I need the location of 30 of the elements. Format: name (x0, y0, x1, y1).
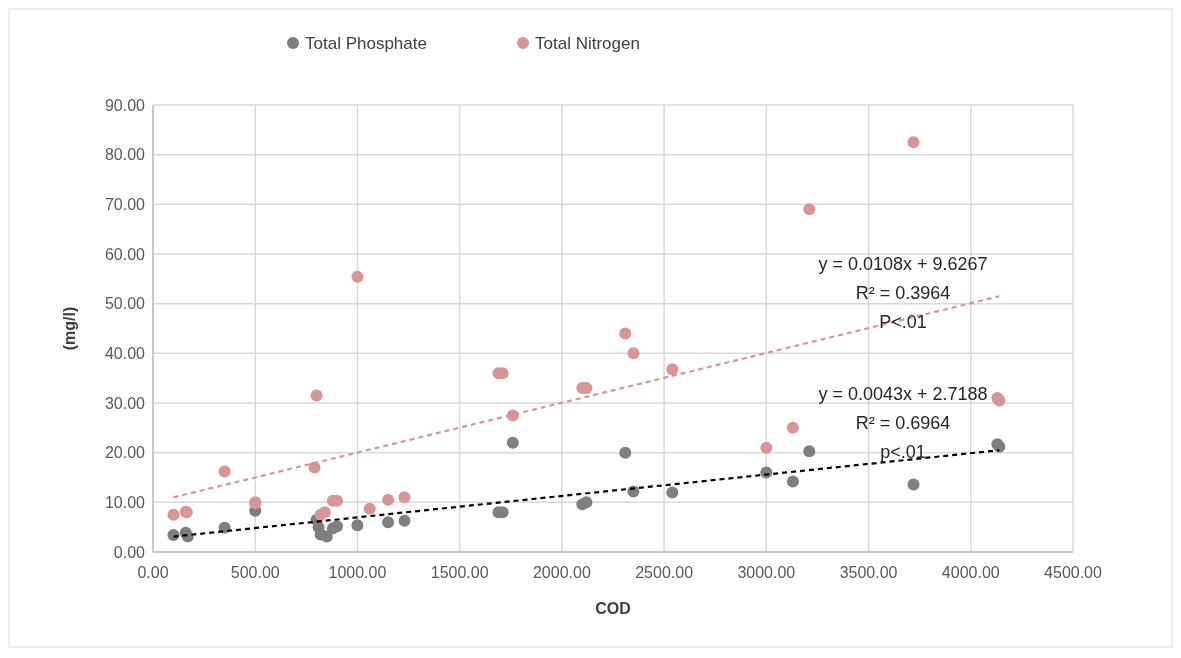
y-tick-label: 60.00 (104, 245, 146, 263)
y-tick-label: 70.00 (104, 195, 146, 213)
x-tick-label: 3500.00 (839, 564, 898, 581)
y-tick-label: 80.00 (104, 146, 146, 164)
y-tick-label: 20.00 (104, 444, 146, 462)
x-tick-label: 2500.00 (635, 564, 694, 581)
x-axis-title: COD (595, 600, 631, 617)
annotation: P<.01 (879, 312, 927, 332)
x-tick-label: 3000.00 (737, 564, 796, 581)
x-tick-label: 1000.00 (328, 564, 387, 581)
y-tick-label: 90.00 (104, 96, 146, 114)
annotation: y = 0.0108x + 9.6267 (818, 254, 988, 274)
x-tick-label: 1500.00 (430, 564, 489, 581)
x-tick-label: 0.00 (137, 564, 169, 581)
x-tick-label: 4500.00 (1044, 564, 1103, 581)
annotation: p<.01 (880, 442, 926, 462)
x-tick-label: 500.00 (230, 564, 280, 581)
annotation: R² = 0.3964 (855, 283, 951, 303)
y-tick-label: 30.00 (104, 394, 146, 412)
y-tick-label: 40.00 (104, 344, 146, 362)
y-axis-title: (mg/l) (61, 306, 78, 351)
legend-label: Total Nitrogen (535, 33, 640, 53)
annotation: R² = 0.6964 (855, 413, 951, 433)
legend-label: Total Phosphate (305, 33, 427, 53)
x-tick-label: 4000.00 (941, 564, 1000, 581)
x-tick-label: 2000.00 (532, 564, 591, 581)
y-tick-label: 0.00 (113, 543, 146, 561)
y-tick-label: 50.00 (104, 295, 146, 313)
annotation: y = 0.0043x + 2.7188 (818, 384, 988, 404)
y-tick-label: 10.00 (104, 493, 146, 511)
